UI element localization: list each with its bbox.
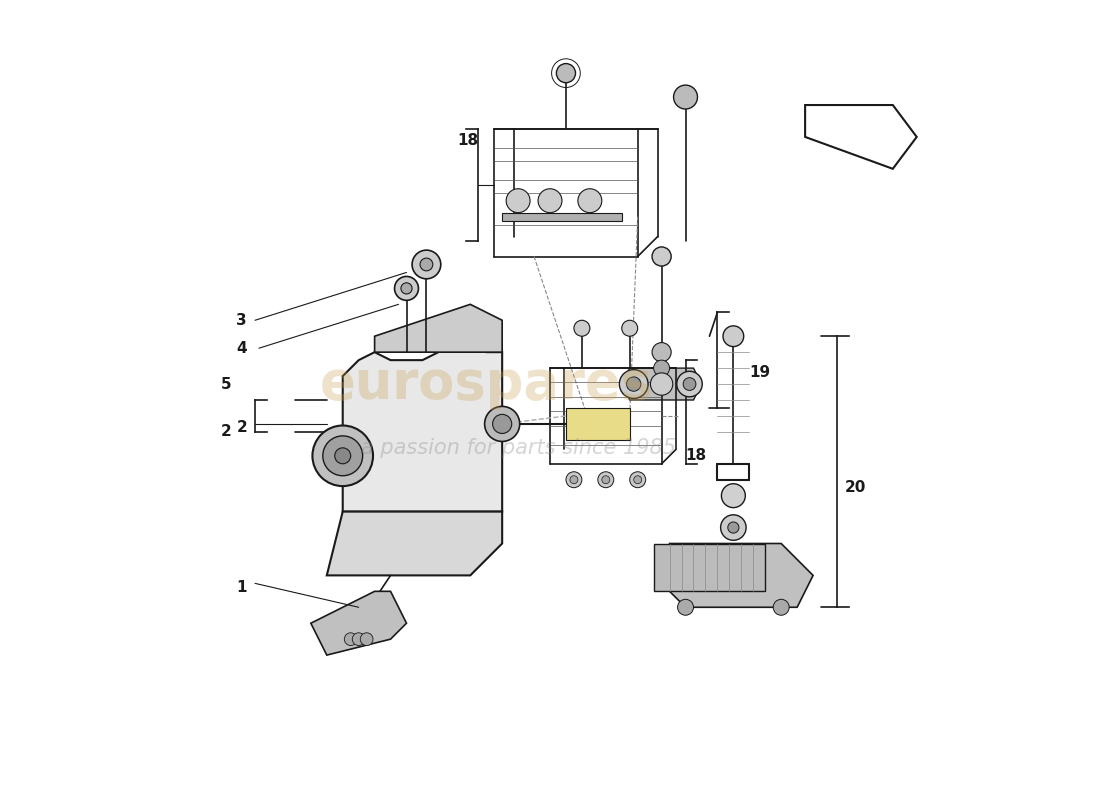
Circle shape: [722, 484, 746, 508]
Circle shape: [334, 448, 351, 464]
Circle shape: [619, 370, 648, 398]
Circle shape: [634, 476, 641, 484]
Circle shape: [322, 436, 363, 476]
Circle shape: [578, 189, 602, 213]
Circle shape: [557, 63, 575, 82]
Circle shape: [676, 371, 702, 397]
Circle shape: [602, 476, 609, 484]
Circle shape: [574, 320, 590, 336]
Circle shape: [597, 472, 614, 488]
Circle shape: [650, 373, 673, 395]
Circle shape: [400, 283, 412, 294]
Polygon shape: [653, 543, 766, 591]
Circle shape: [678, 599, 693, 615]
Polygon shape: [621, 368, 702, 400]
Circle shape: [344, 633, 358, 646]
Circle shape: [420, 258, 432, 271]
Circle shape: [538, 189, 562, 213]
Text: 20: 20: [845, 480, 867, 495]
Circle shape: [570, 476, 578, 484]
Text: 5: 5: [220, 377, 231, 391]
Text: 2: 2: [236, 421, 248, 435]
Circle shape: [723, 326, 744, 346]
Text: a passion for parts since 1985: a passion for parts since 1985: [361, 438, 675, 458]
Text: eurospares: eurospares: [320, 358, 652, 410]
Text: 3: 3: [236, 313, 248, 328]
Polygon shape: [311, 591, 407, 655]
Text: 19: 19: [749, 365, 770, 379]
Text: 18: 18: [458, 134, 478, 149]
Circle shape: [720, 515, 746, 540]
Circle shape: [352, 633, 365, 646]
Circle shape: [493, 414, 512, 434]
Polygon shape: [503, 213, 622, 221]
Polygon shape: [343, 344, 503, 512]
Circle shape: [621, 320, 638, 336]
Text: 18: 18: [685, 448, 706, 463]
Circle shape: [395, 277, 418, 300]
Circle shape: [773, 599, 789, 615]
Polygon shape: [375, 304, 503, 352]
Text: 2: 2: [220, 424, 231, 439]
Text: 4: 4: [236, 341, 248, 356]
Circle shape: [652, 247, 671, 266]
Circle shape: [627, 377, 641, 391]
Circle shape: [361, 633, 373, 646]
Polygon shape: [670, 543, 813, 607]
Circle shape: [412, 250, 441, 279]
Circle shape: [673, 85, 697, 109]
Text: 1: 1: [236, 580, 248, 595]
Circle shape: [506, 189, 530, 213]
Circle shape: [683, 378, 696, 390]
Polygon shape: [327, 512, 503, 575]
Circle shape: [565, 472, 582, 488]
Circle shape: [312, 426, 373, 486]
Polygon shape: [565, 408, 629, 440]
Circle shape: [652, 342, 671, 362]
Circle shape: [485, 406, 519, 442]
Circle shape: [629, 472, 646, 488]
Circle shape: [728, 522, 739, 533]
Circle shape: [653, 360, 670, 376]
